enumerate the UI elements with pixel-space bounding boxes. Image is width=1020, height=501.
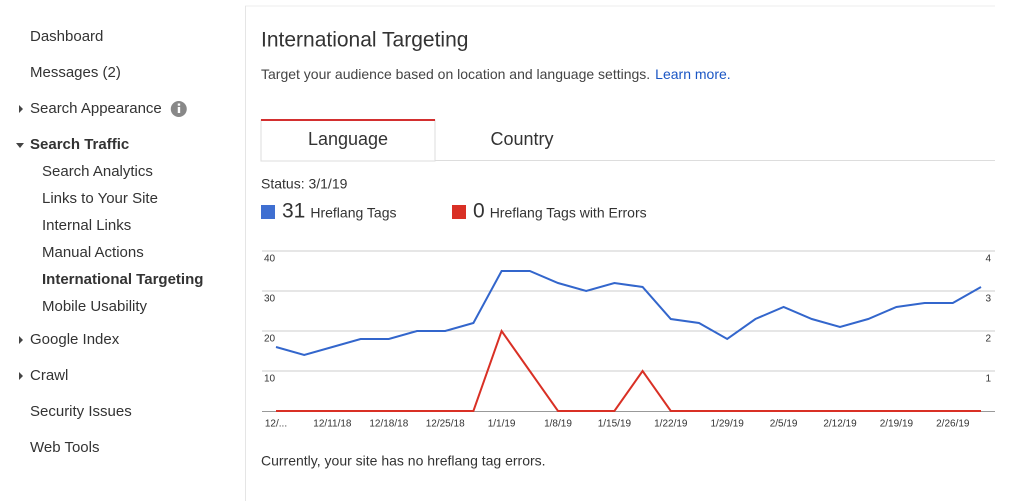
footer-note: Currently, your site has no hreflang tag… xyxy=(261,453,546,469)
nav-sub-item[interactable]: International Targeting xyxy=(42,271,203,288)
legend-label: Hreflang Tags xyxy=(310,205,396,221)
tab[interactable]: Language xyxy=(308,129,388,149)
nav-sub-item[interactable]: Search Analytics xyxy=(42,163,153,180)
legend-count: 31 xyxy=(282,200,305,223)
status: Status: 3/1/19 xyxy=(261,176,348,192)
x-tick-label: 12/... xyxy=(265,419,287,430)
x-tick-label: 1/22/19 xyxy=(654,419,688,430)
legend-swatch[interactable] xyxy=(452,205,466,219)
learn-more-link[interactable]: Learn more. xyxy=(655,66,730,82)
series-line xyxy=(275,270,982,357)
info-icon-dot xyxy=(177,103,181,106)
x-tick-label: 1/8/19 xyxy=(544,419,572,430)
nav-item[interactable]: Search Appearance xyxy=(30,100,162,117)
expand-arrow[interactable] xyxy=(19,372,23,380)
y2-tick-label: 1 xyxy=(985,374,991,385)
page-subtitle: Target your audience based on location a… xyxy=(261,66,731,82)
series-line xyxy=(276,328,981,412)
tab-selected xyxy=(260,119,436,162)
legend-swatch[interactable] xyxy=(261,205,275,219)
y-tick-label: 10 xyxy=(264,374,276,385)
nav-item[interactable]: Dashboard xyxy=(30,28,103,45)
legend-label: Hreflang Tags with Errors xyxy=(490,205,647,221)
subtitle-text: Target your audience based on location a… xyxy=(261,66,650,82)
nav-sub-item[interactable]: Mobile Usability xyxy=(42,298,148,315)
x-tick-label: 1/1/19 xyxy=(488,419,516,430)
x-tick-label: 2/19/19 xyxy=(880,419,914,430)
page-title: International Targeting xyxy=(261,29,468,52)
x-tick-label: 1/29/19 xyxy=(711,419,745,430)
nav-item[interactable]: Search Traffic xyxy=(30,136,129,153)
y-tick-label: 20 xyxy=(264,334,276,345)
y2-tick-label: 2 xyxy=(985,334,991,345)
collapse-arrow[interactable] xyxy=(16,143,24,148)
expand-arrow[interactable] xyxy=(19,105,23,113)
expand-arrow[interactable] xyxy=(19,336,23,344)
nav-item[interactable]: Messages (2) xyxy=(30,64,121,81)
x-tick-label: 1/15/19 xyxy=(598,419,632,430)
y-tick-label: 40 xyxy=(264,254,276,265)
x-tick-label: 12/25/18 xyxy=(426,419,465,430)
info-icon-stem xyxy=(177,107,181,113)
x-tick-label: 12/11/18 xyxy=(313,419,352,430)
x-tick-label: 2/12/19 xyxy=(823,419,857,430)
y-tick-label: 30 xyxy=(264,294,276,305)
y2-tick-label: 3 xyxy=(985,294,991,305)
nav-item[interactable]: Crawl xyxy=(30,367,68,384)
x-tick-label: 2/26/19 xyxy=(936,419,970,430)
nav-item[interactable]: Google Index xyxy=(30,331,120,348)
nav-item[interactable]: Security Issues xyxy=(30,403,132,420)
nav-sub-item[interactable]: Links to Your Site xyxy=(42,190,158,207)
y2-tick-label: 4 xyxy=(985,254,991,265)
nav-sub-item[interactable]: Internal Links xyxy=(42,217,131,234)
nav-item[interactable]: Web Tools xyxy=(30,439,100,456)
tab[interactable]: Country xyxy=(490,129,553,149)
nav-sub-item[interactable]: Manual Actions xyxy=(42,244,144,261)
tab-indicator xyxy=(261,119,435,121)
x-tick-label: 12/18/18 xyxy=(369,419,408,430)
x-tick-label: 2/5/19 xyxy=(770,419,798,430)
legend-count: 0 xyxy=(473,200,485,223)
